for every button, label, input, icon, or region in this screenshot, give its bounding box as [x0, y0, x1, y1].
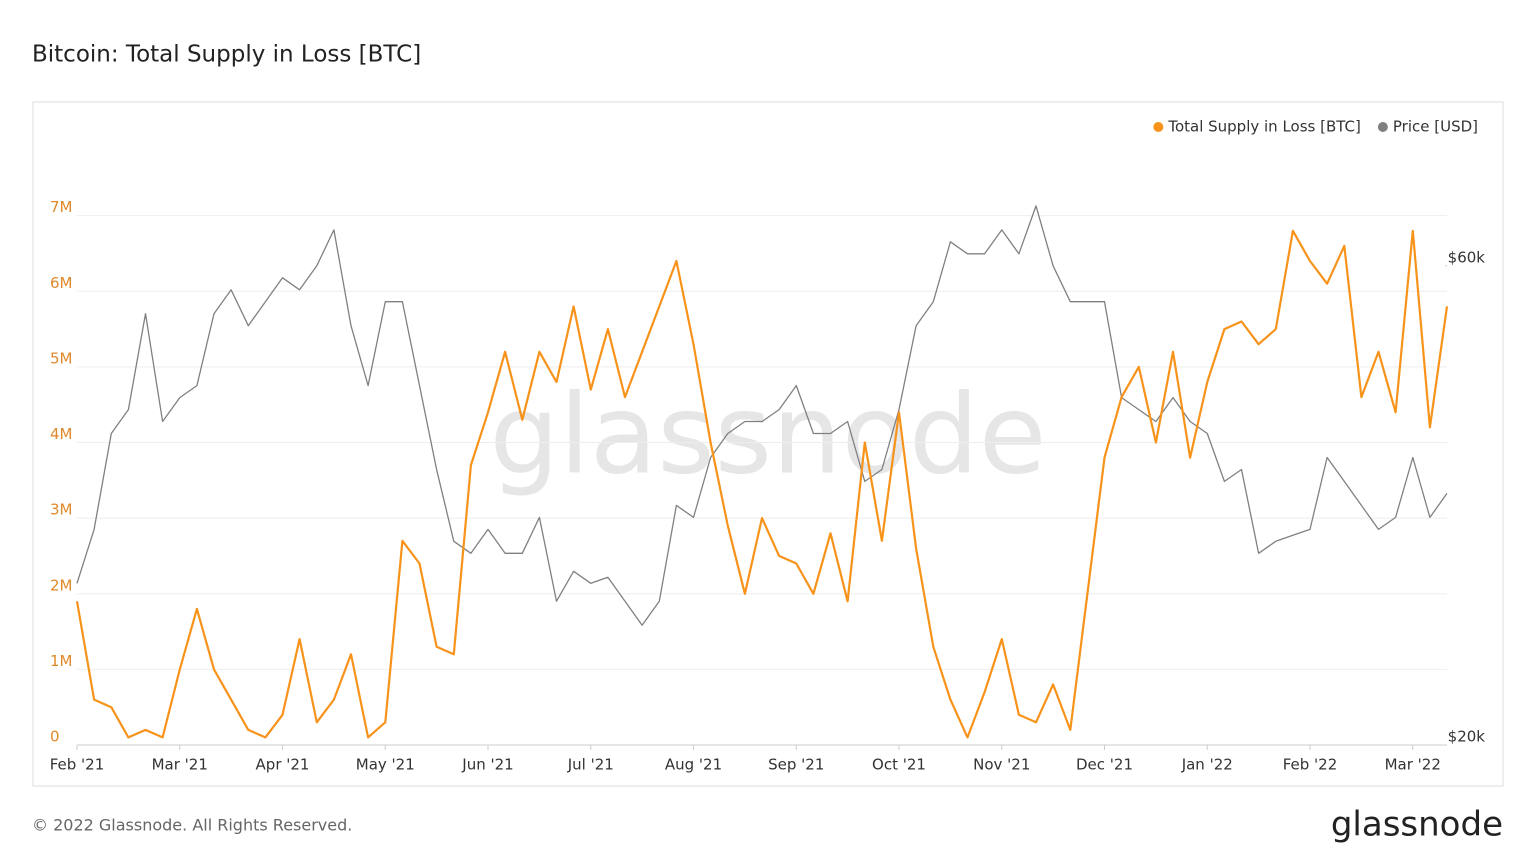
series-line [75, 229, 1449, 739]
y2-tick-label: $60k [1448, 248, 1486, 266]
x-tick-label: May '21 [356, 756, 415, 774]
watermark: glassnode [490, 370, 1047, 498]
brand-logo: glassnode [1331, 805, 1503, 845]
y-tick-label: 4M [50, 425, 73, 443]
legend-label: Price [USD] [1393, 118, 1478, 136]
x-tick-label: Oct '21 [872, 756, 926, 774]
y2-tick-label: $20k [1448, 728, 1486, 746]
x-tick-label: Jan '22 [1181, 756, 1233, 774]
x-tick-label: Aug '21 [665, 756, 722, 774]
y-tick-label: 5M [50, 349, 73, 367]
chart-title: Bitcoin: Total Supply in Loss [BTC] [32, 42, 421, 68]
x-tick-label: Apr '21 [256, 756, 310, 774]
series-line [76, 205, 1448, 626]
legend-label: Total Supply in Loss [BTC] [1167, 118, 1361, 136]
footer: © 2022 Glassnode. All Rights Reserved. [32, 816, 352, 835]
x-tick-label: Mar '21 [152, 756, 208, 774]
y-tick-label: 3M [50, 501, 73, 519]
legend-marker [1377, 122, 1388, 132]
x-tick-label: Jul '21 [567, 756, 614, 774]
y-tick-label: 0 [50, 728, 60, 746]
y-tick-label: 7M [50, 198, 73, 216]
y-tick-label: 2M [50, 576, 73, 594]
x-tick-label: Mar '22 [1385, 756, 1441, 774]
x-tick-label: Feb '21 [50, 756, 105, 774]
x-tick-label: Jun '21 [461, 756, 513, 774]
y-tick-label: 6M [50, 274, 73, 292]
x-tick-label: Nov '21 [973, 756, 1030, 774]
x-tick-label: Dec '21 [1076, 756, 1133, 774]
x-tick-label: Sep '21 [768, 756, 824, 774]
legend-marker [1153, 122, 1164, 132]
x-tick-label: Feb '22 [1283, 756, 1338, 774]
y-tick-label: 1M [50, 652, 73, 670]
